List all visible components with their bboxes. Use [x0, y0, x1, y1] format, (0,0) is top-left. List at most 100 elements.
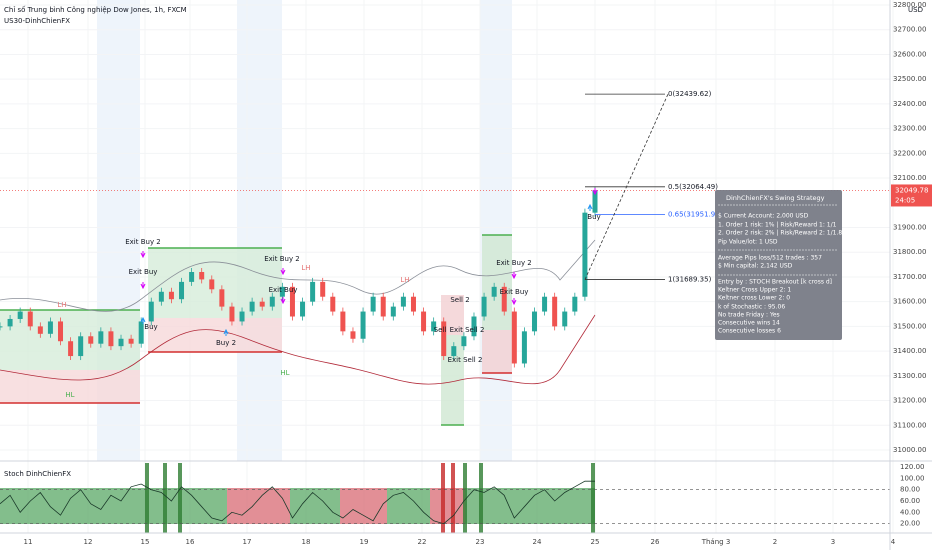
candle	[431, 321, 437, 332]
candle	[552, 296, 558, 327]
candle	[229, 306, 235, 322]
time-label: 15	[141, 538, 150, 546]
time-label: 19	[360, 538, 369, 546]
signal-label: HL	[65, 391, 74, 399]
candle	[481, 296, 487, 317]
price-tick-label: 31900.00	[893, 224, 926, 232]
time-label: 24	[533, 538, 542, 546]
candle	[17, 311, 23, 319]
candle	[0, 326, 3, 328]
time-label: 23	[476, 538, 485, 546]
price-tick-label: 31100.00	[893, 421, 926, 429]
candle	[410, 296, 416, 312]
exit-arrow	[140, 282, 146, 290]
currency-label: USD	[908, 6, 923, 14]
candle	[521, 331, 527, 364]
time-label: 11	[24, 538, 33, 546]
candle	[380, 296, 386, 317]
time-label: Tháng 3	[701, 538, 731, 546]
candle	[239, 311, 245, 322]
candle	[360, 311, 366, 339]
stoch-zone	[430, 488, 465, 524]
price-tick-label: 31700.00	[893, 273, 926, 281]
candle	[441, 321, 447, 357]
time-label: 18	[302, 538, 311, 546]
exit-arrow	[280, 297, 286, 305]
info-panel	[715, 190, 842, 340]
time-label: 26	[651, 538, 660, 546]
candle	[582, 212, 588, 297]
info-line: Entry by : STOCH Breakout [k cross d]	[718, 279, 832, 286]
candle	[37, 326, 43, 334]
candle	[7, 318, 13, 327]
candle	[219, 289, 225, 307]
stoch-tick-label: 100.00	[900, 474, 925, 482]
candle	[158, 291, 164, 302]
channel-lower	[0, 314, 596, 385]
info-line: No trade Friday : Yes	[718, 312, 780, 319]
candle	[390, 306, 396, 317]
fib-label: 0.65(31951.95)	[668, 211, 723, 219]
candle	[501, 286, 507, 312]
trade-box	[148, 318, 282, 352]
trade-box	[482, 330, 512, 373]
info-line: k of Stochastic : 95.06	[718, 304, 785, 311]
stoch-tick-label: 80.00	[900, 486, 920, 494]
signal-label: Exit Sell 2	[448, 356, 483, 364]
stoch-zone	[290, 488, 340, 524]
candle	[27, 311, 33, 327]
stoch-k-line	[0, 480, 595, 525]
time-label: 4	[891, 538, 896, 546]
buy-arrow	[223, 328, 229, 336]
last-price-box	[891, 184, 932, 207]
info-line: 2. Order 2 risk: 2% | Risk/Reward 2: 1/1…	[718, 230, 846, 237]
candle	[511, 311, 517, 364]
fib-label: 0.5(32064.49)	[668, 183, 718, 191]
candle	[562, 311, 568, 327]
candle	[98, 331, 104, 344]
price-tick-label: 31000.00	[893, 446, 926, 454]
price-tick-label: 32400.00	[893, 100, 926, 108]
exit-arrow	[511, 272, 517, 280]
signal-label: Exit Buy	[129, 268, 158, 276]
exit-arrow	[140, 251, 146, 259]
buy-arrow	[587, 203, 593, 211]
price-tick-label: 32700.00	[893, 26, 926, 34]
time-label: 16	[186, 538, 195, 546]
candle	[320, 281, 326, 297]
signal-label: Exit Sell 2	[450, 326, 485, 334]
candle	[531, 311, 537, 332]
candle	[58, 321, 64, 342]
info-line: Pip Value/lot: 1 USD	[718, 239, 778, 246]
candle	[189, 272, 195, 282]
info-line: Consecutive losses 6	[718, 328, 781, 335]
candle	[68, 341, 74, 357]
time-label: 12	[84, 538, 93, 546]
signal-label: Exit Buy	[500, 288, 529, 296]
candle	[209, 279, 215, 290]
trade-box	[0, 370, 140, 403]
info-title: DinhChienFX's Swing Strategy	[726, 194, 825, 202]
time-label: 22	[418, 538, 427, 546]
stoch-tick-label: 40.00	[900, 508, 920, 516]
symbol-label: US30-DinhChienFX	[4, 17, 70, 25]
stoch-tick-label: 60.00	[900, 497, 920, 505]
axes: 11 12 15 16 17 18 19 22 23 24 25 26 Tháng 3 2 3 432800.…	[24, 1, 932, 546]
candle	[128, 338, 134, 344]
candle	[421, 311, 427, 332]
signal-label: Exit Buy 2	[496, 259, 532, 267]
time-label: 17	[243, 538, 252, 546]
price-tick-label: 31800.00	[893, 248, 926, 256]
price-tick-label: 31600.00	[893, 298, 926, 306]
price-tick-label: 31500.00	[893, 322, 926, 330]
signal-bar	[591, 463, 595, 533]
signal-bar	[463, 463, 467, 533]
candle	[340, 311, 346, 332]
time-label: 25	[591, 538, 600, 546]
candle	[269, 296, 275, 307]
price-tick-label: 32500.00	[893, 75, 926, 83]
session-band	[237, 0, 282, 461]
candle	[118, 338, 124, 347]
stoch-pane	[0, 463, 890, 533]
